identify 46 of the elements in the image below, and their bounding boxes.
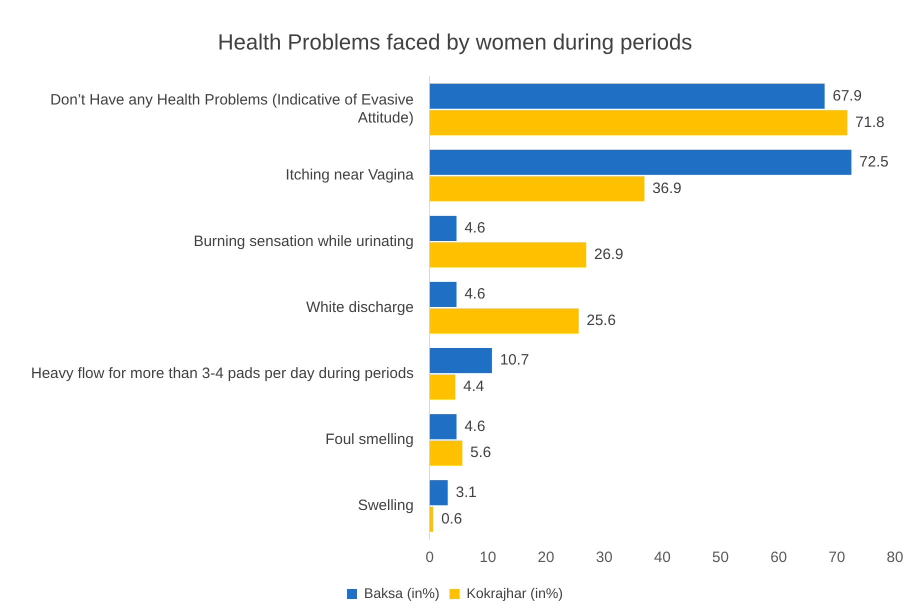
bar bbox=[430, 110, 848, 136]
data-label: 4.4 bbox=[463, 378, 484, 396]
y-tick-label: Itching near Vagina bbox=[286, 166, 414, 184]
y-tick-label: Swelling bbox=[358, 497, 414, 514]
x-tick-label: 60 bbox=[770, 549, 788, 566]
bar bbox=[430, 84, 825, 109]
data-label: 4.6 bbox=[464, 220, 486, 237]
x-tick-label: 50 bbox=[712, 549, 729, 566]
data-label: 72.5 bbox=[859, 153, 889, 170]
bar bbox=[430, 440, 462, 466]
x-tick-label: 30 bbox=[596, 549, 613, 566]
x-tick-label: 40 bbox=[654, 549, 671, 566]
chart-title: Health Problems faced by women during periods bbox=[218, 29, 692, 54]
data-label: 36.9 bbox=[652, 180, 682, 197]
legend-label: Kokrajhar (in%) bbox=[466, 584, 563, 601]
bar bbox=[430, 242, 586, 268]
data-label: 5.6 bbox=[470, 444, 492, 462]
x-tick-label: 0 bbox=[426, 549, 434, 566]
data-label: 4.6 bbox=[464, 286, 486, 303]
y-tick-label: Heavy flow for more than 3-4 pads per day during periods bbox=[30, 364, 414, 382]
data-label: 10.7 bbox=[500, 352, 530, 369]
x-tick-label: 20 bbox=[538, 549, 554, 566]
y-tick-label: White discharge bbox=[306, 298, 414, 316]
legend-label: Baksa (in%) bbox=[364, 584, 440, 601]
data-label: 67.9 bbox=[832, 87, 862, 104]
bar bbox=[430, 150, 852, 175]
x-tick-label: 80 bbox=[886, 549, 904, 566]
data-label: 25.6 bbox=[586, 312, 616, 330]
data-label: 3.1 bbox=[456, 484, 477, 501]
x-tick-label: 10 bbox=[480, 549, 496, 566]
y-tick-label: Burning sensation while urinating bbox=[194, 232, 414, 250]
data-label: 71.8 bbox=[855, 114, 885, 131]
bar bbox=[430, 282, 456, 308]
data-label: 4.6 bbox=[464, 418, 486, 435]
x-tick-label: 70 bbox=[828, 549, 846, 566]
bar bbox=[430, 348, 492, 374]
bar bbox=[430, 216, 456, 241]
bar bbox=[430, 374, 456, 400]
bar bbox=[430, 176, 644, 202]
y-tick-label: Don’t Have any Health Problems (Indicative of Evasive Attitude) bbox=[50, 92, 414, 127]
data-label: 26.9 bbox=[594, 246, 624, 263]
data-label: 0.6 bbox=[441, 510, 462, 528]
bar bbox=[430, 308, 579, 334]
bar bbox=[430, 480, 448, 506]
y-tick-label: Foul smelling bbox=[325, 431, 414, 448]
bar bbox=[430, 414, 456, 440]
